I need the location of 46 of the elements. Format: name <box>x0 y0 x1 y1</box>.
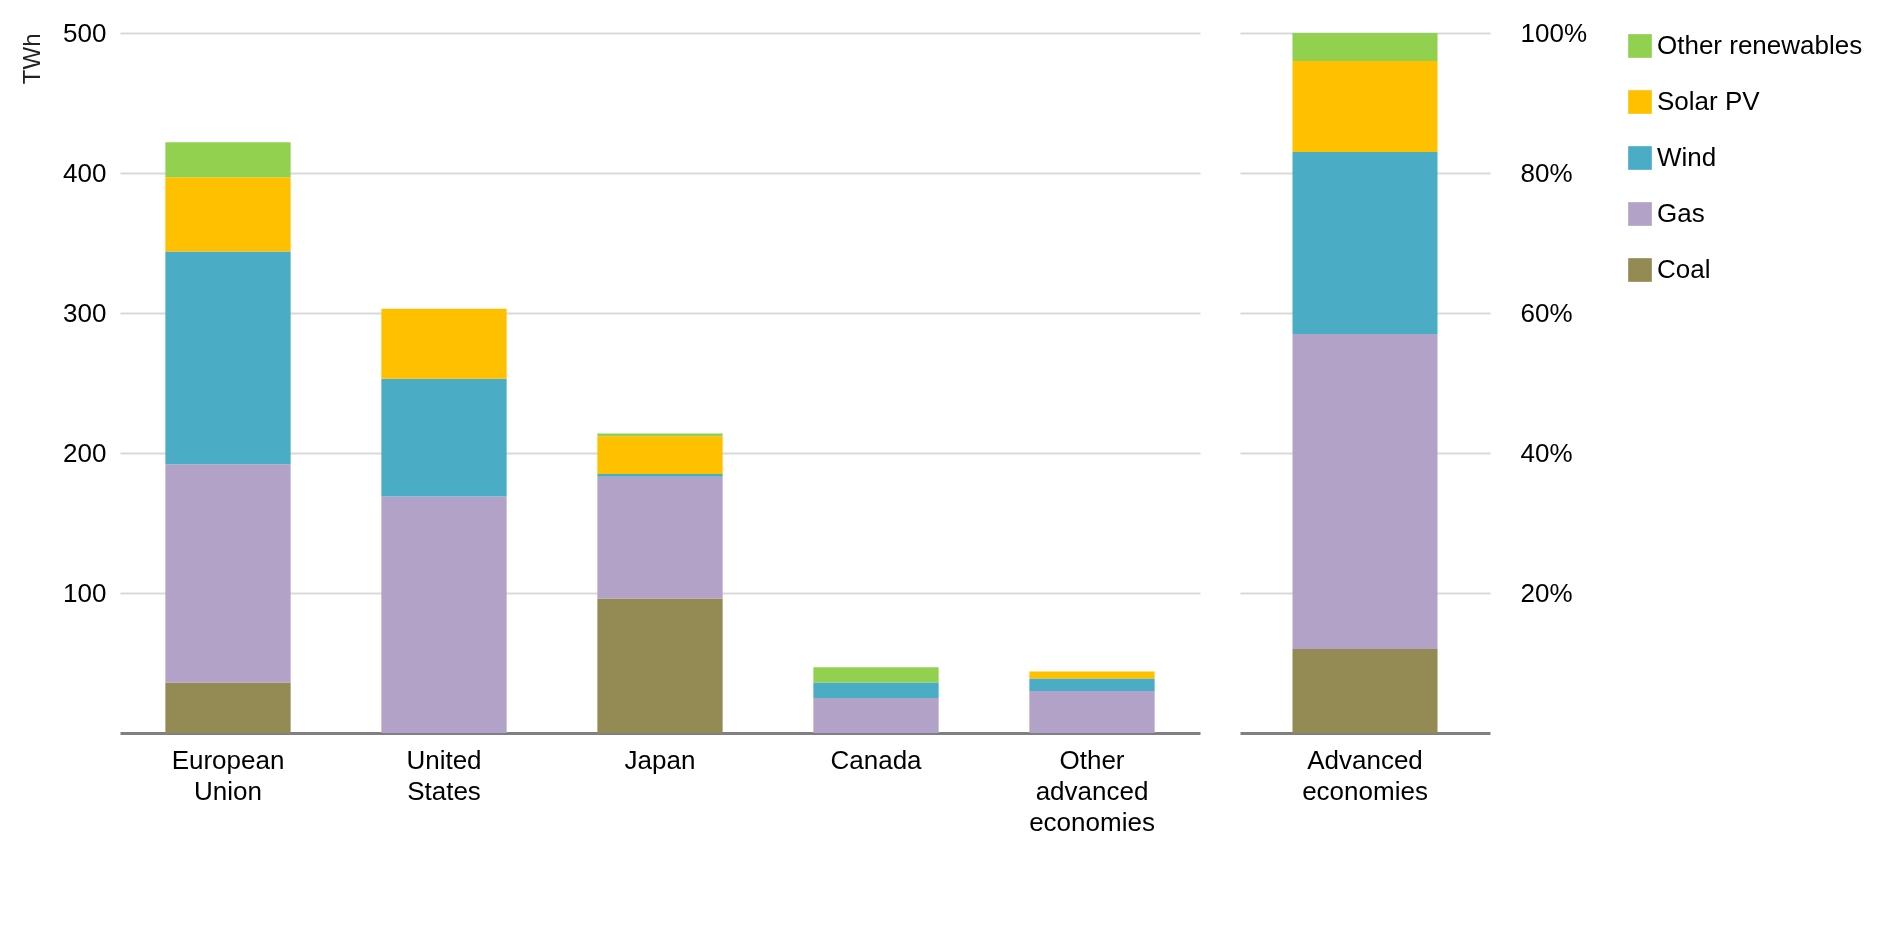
bar <box>1029 691 1155 733</box>
bar <box>165 682 291 733</box>
bar <box>165 177 291 252</box>
legend-label: Solar PV <box>1657 86 1761 116</box>
bar <box>165 464 291 683</box>
x-tick-label: United States <box>406 744 482 806</box>
bar <box>597 474 723 477</box>
bar <box>1292 33 1438 61</box>
legend-label: Wind <box>1657 142 1717 172</box>
y-axis-title: TWh <box>18 33 46 85</box>
x-tick-label: Other advanced economies <box>1029 744 1155 837</box>
y-tick-label: 400 <box>63 157 107 188</box>
bar <box>597 433 723 437</box>
bar <box>1029 671 1155 679</box>
x-tick-label: Canada <box>830 744 923 775</box>
bar <box>381 308 507 379</box>
bar <box>1292 649 1438 733</box>
y-tick-label: 300 <box>63 297 107 328</box>
bar <box>381 378 507 497</box>
y2-tick-label: 40% <box>1520 437 1573 468</box>
legend-label: Coal <box>1657 254 1711 284</box>
x-tick-label: European Union <box>171 744 285 806</box>
bar <box>1292 152 1438 334</box>
bar <box>813 667 939 683</box>
bar <box>1292 334 1438 649</box>
legend-label: Other renewables <box>1657 30 1863 60</box>
bar <box>381 496 507 733</box>
bar <box>165 251 291 465</box>
bar <box>813 698 939 733</box>
bar <box>1292 61 1438 152</box>
y-tick-label: 100 <box>63 577 107 608</box>
y2-tick-label: 80% <box>1520 157 1573 188</box>
bar <box>597 436 723 474</box>
legend-label: Gas <box>1657 198 1705 228</box>
bar <box>165 142 291 178</box>
y-tick-label: 200 <box>63 437 107 468</box>
x-tick-label: Advanced economies <box>1302 744 1428 806</box>
y2-tick-label: 100% <box>1520 17 1587 48</box>
bar <box>597 598 723 733</box>
bar <box>813 682 939 698</box>
bar <box>1029 678 1155 691</box>
bar <box>597 476 723 599</box>
y2-tick-label: 60% <box>1520 297 1573 328</box>
y-tick-label: 500 <box>63 17 107 48</box>
x-tick-label: Japan <box>624 744 696 775</box>
y2-tick-label: 20% <box>1520 577 1573 608</box>
